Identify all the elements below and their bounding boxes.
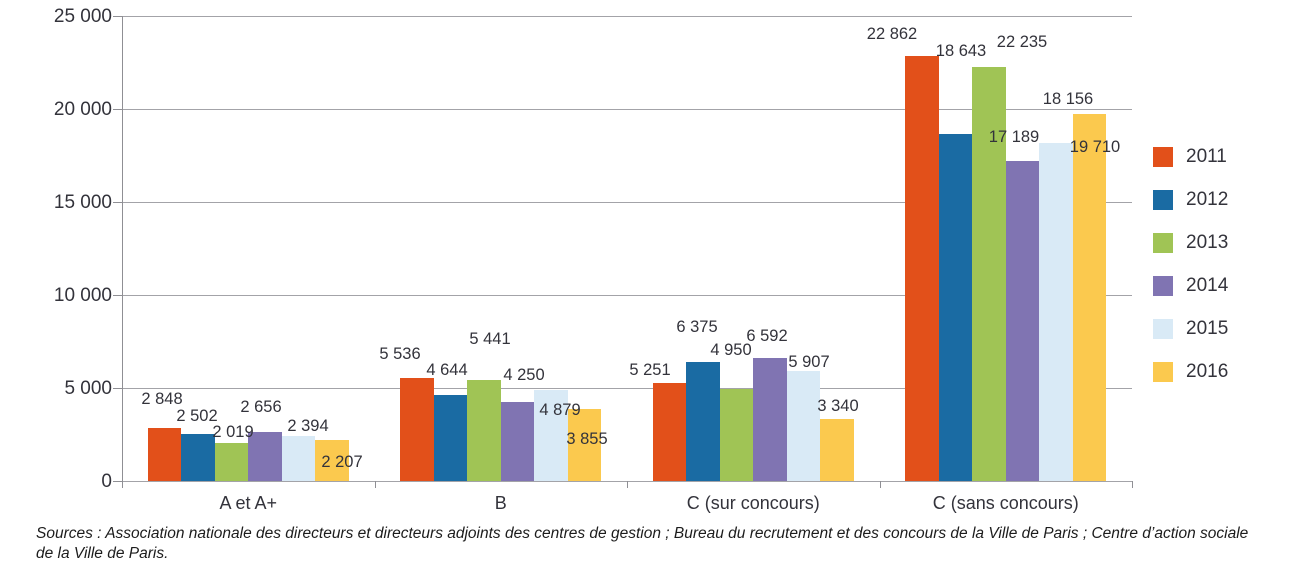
bar-2011-c-sans-concours- <box>905 55 939 481</box>
bar-2015-a-et-a+ <box>281 436 316 481</box>
x-axis-tick <box>1132 481 1133 488</box>
bar-value-label: 4 879 <box>539 401 581 419</box>
y-axis-label: 15 000 <box>53 191 112 213</box>
bar-2016-a-et-a+ <box>315 439 349 481</box>
y-axis-line <box>122 16 123 482</box>
y-axis-tick <box>113 16 122 17</box>
bar-value-label: 5 907 <box>788 353 830 371</box>
y-axis-label: 25 000 <box>53 5 112 27</box>
bar-2011-c-sur-concours- <box>652 383 687 481</box>
bar-value-label: 17 189 <box>988 128 1040 146</box>
legend-label: 2014 <box>1186 275 1229 296</box>
legend-swatch-2013 <box>1153 233 1173 253</box>
bar-2013-c-sur-concours- <box>719 388 754 481</box>
bar-value-label: 19 710 <box>1069 138 1121 156</box>
gridline <box>122 295 1132 296</box>
y-axis-tick <box>113 388 122 389</box>
bar-value-label: 4 644 <box>426 361 468 379</box>
x-axis-tick <box>879 481 881 488</box>
bar-value-label: 3 855 <box>566 430 608 448</box>
bar-value-label: 6 375 <box>676 318 718 336</box>
bar-2014-c-sur-concours- <box>753 358 787 481</box>
bar-value-label: 6 592 <box>746 327 788 345</box>
y-axis-label: 20 000 <box>53 98 112 120</box>
bar-value-label: 5 441 <box>469 330 511 348</box>
y-axis-tick <box>113 481 122 482</box>
bar-value-label: 2 656 <box>240 398 282 416</box>
bar-2012-c-sans-concours- <box>938 134 973 481</box>
legend-label: 2015 <box>1186 318 1229 339</box>
bar-2013-b <box>467 379 501 481</box>
bar-value-label: 22 862 <box>866 25 918 43</box>
category-label: C (sans concours) <box>932 493 1079 513</box>
y-axis-label: 5 000 <box>64 377 112 399</box>
y-axis-label: 10 000 <box>53 284 112 306</box>
x-axis-tick <box>627 481 628 488</box>
gridline <box>122 109 1132 110</box>
y-axis-label: 0 <box>101 470 112 492</box>
bar-2011-a-et-a+ <box>147 428 182 481</box>
sources-line-1: Sources : Association nationale des dire… <box>36 525 1249 542</box>
bar-2016-b <box>567 409 602 481</box>
x-axis-tick <box>122 481 123 488</box>
bar-value-label: 2 207 <box>321 453 363 471</box>
bar-2012-b <box>433 394 468 481</box>
bar-value-label: 2 502 <box>176 407 218 425</box>
legend-swatch-2015 <box>1153 319 1173 339</box>
bar-value-label: 22 235 <box>996 33 1048 51</box>
bar-2015-c-sans-concours- <box>1039 143 1073 481</box>
bar-value-label: 5 251 <box>629 361 671 379</box>
bar-value-label: 5 536 <box>379 345 421 363</box>
bar-2014-c-sans-concours- <box>1005 161 1040 481</box>
bar-value-label: 3 340 <box>817 397 859 415</box>
y-axis-tick <box>113 295 122 296</box>
bar-value-label: 4 250 <box>503 366 545 384</box>
bar-2011-b <box>400 378 434 481</box>
legend-swatch-2011 <box>1153 147 1173 167</box>
legend-label: 2012 <box>1186 189 1229 210</box>
category-label: C (sur concours) <box>686 493 820 513</box>
bar-2016-c-sur-concours- <box>820 418 854 481</box>
bar-2012-a-et-a+ <box>181 434 215 481</box>
bar-value-label: 4 950 <box>710 341 752 359</box>
bar-2014-a-et-a+ <box>248 431 282 481</box>
bar-2013-a-et-a+ <box>214 443 249 481</box>
category-label: B <box>494 493 507 513</box>
sources-note: Sources : Association nationale des dire… <box>36 524 1286 564</box>
bar-2014-b <box>500 401 535 481</box>
gridline <box>122 388 1132 389</box>
sources-line-2: de la Ville de Paris. <box>36 545 169 562</box>
gridline <box>122 16 1132 17</box>
legend-swatch-2016 <box>1153 362 1173 382</box>
x-axis-tick <box>374 481 376 488</box>
bar-2015-c-sur-concours- <box>786 371 821 481</box>
bar-value-label: 2 019 <box>212 423 254 441</box>
legend-swatch-2014 <box>1153 276 1173 296</box>
gridline <box>122 202 1132 203</box>
bar-2015-b <box>534 390 568 481</box>
y-axis-tick <box>113 202 122 203</box>
bar-value-label: 18 156 <box>1042 90 1094 108</box>
legend-swatch-2012 <box>1153 190 1173 210</box>
legend-label: 2013 <box>1186 232 1229 253</box>
category-label: A et A+ <box>219 493 278 513</box>
bar-value-label: 2 848 <box>141 390 183 408</box>
legend-label: 2011 <box>1186 146 1227 167</box>
bar-2012-c-sur-concours- <box>686 362 720 481</box>
legend-label: 2016 <box>1186 361 1229 382</box>
y-axis-tick <box>113 109 122 110</box>
bar-2016-c-sans-concours- <box>1072 114 1107 481</box>
bar-value-label: 18 643 <box>935 42 987 60</box>
bar-2013-c-sans-concours- <box>972 67 1006 481</box>
bar-value-label: 2 394 <box>287 417 329 435</box>
